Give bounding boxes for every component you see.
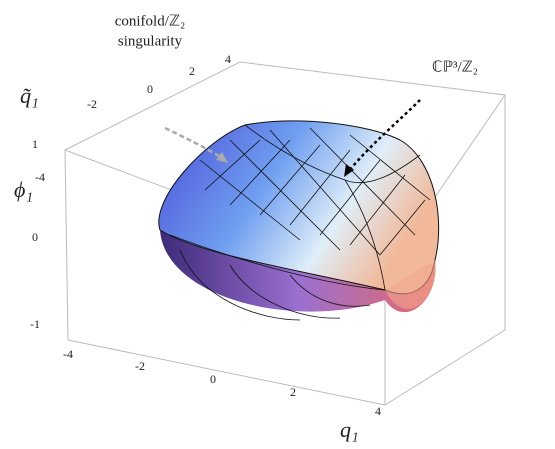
axis-label: q₁ <box>340 417 359 442</box>
tick-label: 1 <box>32 137 38 151</box>
tick-label: -2 <box>135 359 145 373</box>
tick-label: 2 <box>290 385 296 399</box>
annotation: conifold/ℤ₂ <box>115 13 186 29</box>
annotation: singularity <box>118 33 183 49</box>
tick-label: -1 <box>30 317 40 331</box>
annotation: ℂℙ³/ℤ₂ <box>432 59 478 75</box>
axis-label: q̃₁ <box>20 83 39 108</box>
tick-label: 0 <box>210 372 216 386</box>
ticks: -4 -2 0 2 4 1 0 -1 -4 -2 0 2 4 <box>30 52 381 418</box>
tick-label: 4 <box>375 404 381 418</box>
tick-label: -4 <box>63 347 73 361</box>
tick-label: 0 <box>147 82 153 96</box>
tick-label: 4 <box>225 52 231 66</box>
tick-label: 2 <box>189 64 195 78</box>
arrows <box>164 99 421 177</box>
tick-label: -4 <box>35 170 45 184</box>
tick-label: 0 <box>32 230 38 244</box>
axis-label: ϕ₁ <box>14 177 33 202</box>
tick-label: -2 <box>87 97 97 111</box>
surface <box>158 120 440 321</box>
